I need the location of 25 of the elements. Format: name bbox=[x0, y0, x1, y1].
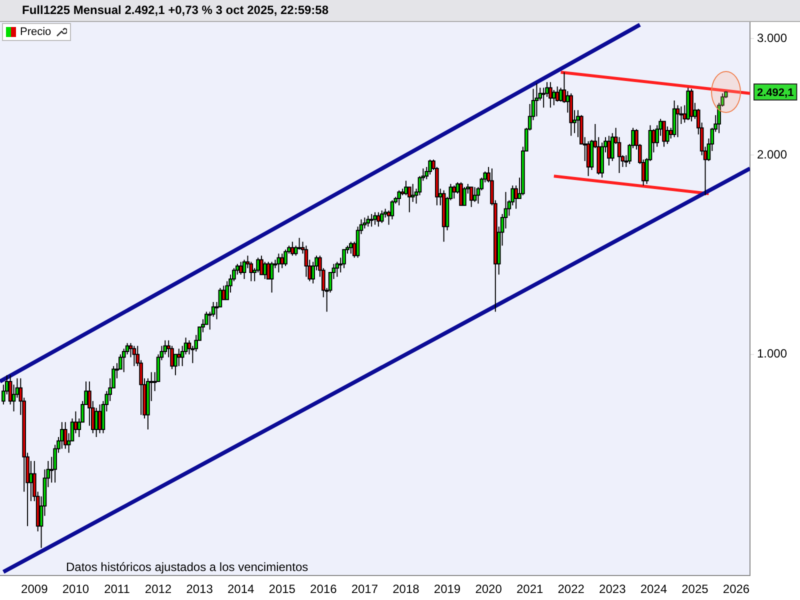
x-tick-label: 2009 bbox=[21, 582, 48, 596]
x-tick-label: 2025 bbox=[682, 582, 709, 596]
x-tick-label: 2018 bbox=[392, 582, 420, 596]
x-tick-label: 2011 bbox=[104, 582, 130, 596]
x-tick-label: 2012 bbox=[144, 582, 172, 596]
y-tick-label: 1.000 bbox=[757, 346, 788, 361]
x-tick-label: 2026 bbox=[722, 582, 750, 596]
x-tick-label: 2019 bbox=[434, 582, 461, 596]
x-tick-label: 2021 bbox=[516, 582, 544, 596]
x-tick-label: 2020 bbox=[475, 582, 502, 596]
legend-label: Precio bbox=[20, 26, 52, 38]
x-tick-label: 2017 bbox=[351, 582, 378, 596]
x-tick-label: 2015 bbox=[268, 582, 296, 596]
chart-title: Full1225 Mensual 2.492,1 +0,73 % 3 oct 2025, 22:59:58 bbox=[22, 3, 329, 17]
x-tick-label: 2024 bbox=[640, 582, 668, 596]
x-tick-label: 2022 bbox=[558, 582, 585, 596]
y-tick-label: 2.000 bbox=[757, 148, 788, 162]
x-tick-label: 2014 bbox=[227, 582, 254, 596]
x-tick-label: 2016 bbox=[310, 582, 338, 596]
x-tick-label: 2023 bbox=[599, 582, 626, 596]
y-tick-label: 3.000 bbox=[757, 31, 788, 46]
x-tick-label: 2010 bbox=[62, 582, 90, 596]
annotation: Datos históricos ajustados a los vencimientos bbox=[66, 560, 308, 574]
annotation: 2.492,1 bbox=[757, 87, 794, 100]
x-tick-label: 2013 bbox=[186, 582, 214, 596]
